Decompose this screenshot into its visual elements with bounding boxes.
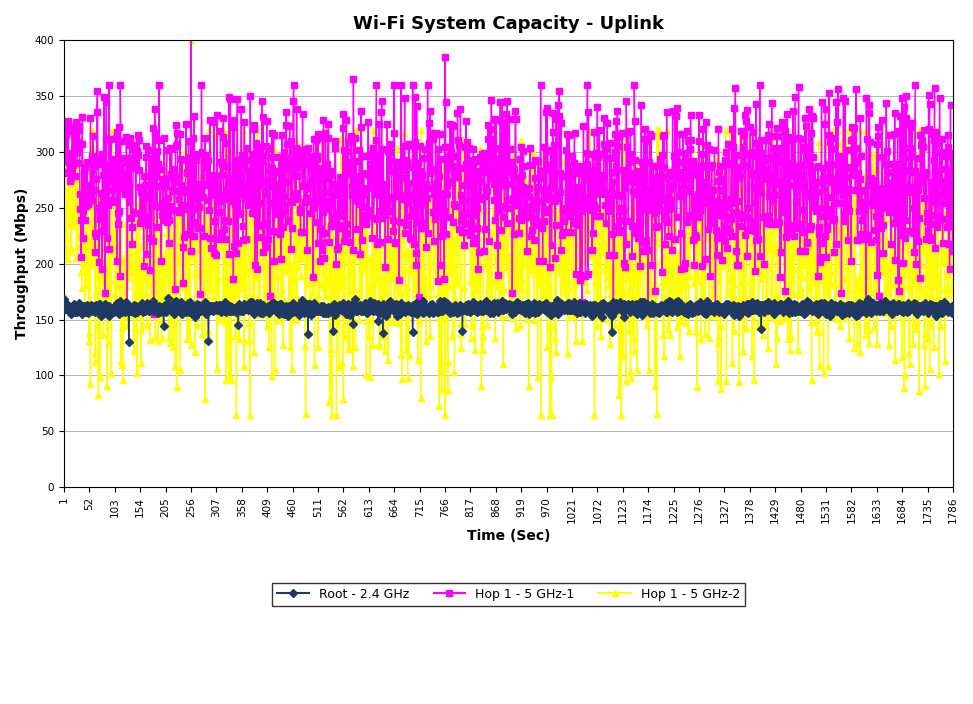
- Hop 1 - 5 GHz-2: [93, 299, 105, 308]
- Legend: Root - 2.4 GHz, Hop 1 - 5 GHz-1, Hop 1 - 5 GHz-2: Root - 2.4 GHz, Hop 1 - 5 GHz-1, Hop 1 -…: [272, 583, 744, 606]
- Hop 1 - 5 GHz-1: [185, 30, 197, 39]
- Hop 1 - 5 GHz-2: [947, 262, 958, 270]
- Root - 2.4 GHz: [852, 310, 864, 319]
- Root - 2.4 GHz: [512, 303, 523, 312]
- Line: Hop 1 - 5 GHz-1: Hop 1 - 5 GHz-1: [61, 32, 955, 316]
- Hop 1 - 5 GHz-2: [852, 298, 864, 307]
- Root - 2.4 GHz: [123, 337, 134, 346]
- Root - 2.4 GHz: [162, 294, 174, 302]
- Hop 1 - 5 GHz-1: [947, 208, 958, 217]
- Hop 1 - 5 GHz-1: [58, 168, 70, 176]
- Line: Root - 2.4 GHz: Root - 2.4 GHz: [61, 295, 955, 344]
- Line: Hop 1 - 5 GHz-2: Hop 1 - 5 GHz-2: [61, 37, 955, 417]
- Hop 1 - 5 GHz-1: [512, 201, 523, 209]
- Hop 1 - 5 GHz-2: [231, 410, 242, 419]
- Hop 1 - 5 GHz-1: [148, 310, 160, 318]
- Title: Wi-Fi System Capacity - Uplink: Wi-Fi System Capacity - Uplink: [353, 15, 664, 33]
- Root - 2.4 GHz: [210, 304, 222, 313]
- Root - 2.4 GHz: [664, 297, 675, 306]
- Root - 2.4 GHz: [947, 308, 958, 317]
- Hop 1 - 5 GHz-2: [592, 251, 603, 260]
- Root - 2.4 GHz: [58, 295, 70, 303]
- Hop 1 - 5 GHz-2: [185, 36, 197, 44]
- Hop 1 - 5 GHz-1: [210, 251, 222, 259]
- Hop 1 - 5 GHz-2: [664, 310, 675, 319]
- Hop 1 - 5 GHz-1: [93, 204, 105, 213]
- Hop 1 - 5 GHz-1: [664, 198, 675, 206]
- X-axis label: Time (Sec): Time (Sec): [467, 529, 551, 543]
- Hop 1 - 5 GHz-2: [58, 187, 70, 195]
- Hop 1 - 5 GHz-1: [852, 236, 864, 244]
- Hop 1 - 5 GHz-2: [512, 267, 523, 275]
- Y-axis label: Throughput (Mbps): Throughput (Mbps): [15, 188, 29, 339]
- Hop 1 - 5 GHz-2: [209, 286, 221, 294]
- Root - 2.4 GHz: [93, 300, 105, 308]
- Hop 1 - 5 GHz-1: [592, 103, 603, 111]
- Root - 2.4 GHz: [592, 303, 603, 311]
